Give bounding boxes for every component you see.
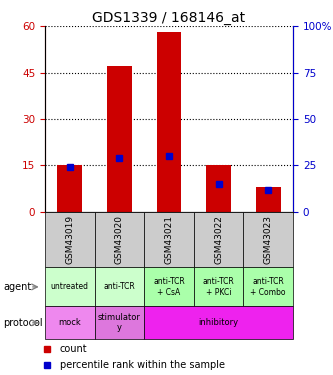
Text: stimulator
y: stimulator y bbox=[98, 313, 141, 333]
Text: inhibitory: inhibitory bbox=[198, 318, 239, 327]
Text: anti-TCR
+ CsA: anti-TCR + CsA bbox=[153, 277, 185, 297]
Bar bbox=[144, 212, 194, 267]
Bar bbox=[256, 187, 281, 212]
Bar bbox=[107, 66, 132, 212]
Text: GSM43023: GSM43023 bbox=[264, 215, 273, 264]
Bar bbox=[144, 267, 194, 306]
Text: GSM43020: GSM43020 bbox=[115, 215, 124, 264]
Bar bbox=[45, 306, 95, 339]
Bar bbox=[45, 267, 95, 306]
Text: anti-TCR: anti-TCR bbox=[104, 282, 135, 291]
Bar bbox=[95, 306, 144, 339]
Title: GDS1339 / 168146_at: GDS1339 / 168146_at bbox=[93, 11, 245, 25]
Text: anti-TCR
+ PKCi: anti-TCR + PKCi bbox=[203, 277, 234, 297]
Bar bbox=[57, 165, 82, 212]
Text: count: count bbox=[60, 344, 88, 354]
Bar bbox=[194, 267, 243, 306]
Text: untreated: untreated bbox=[51, 282, 89, 291]
Bar bbox=[144, 306, 293, 339]
Bar bbox=[45, 212, 95, 267]
Text: GSM43019: GSM43019 bbox=[65, 215, 74, 264]
Bar bbox=[243, 212, 293, 267]
Text: anti-TCR
+ Combo: anti-TCR + Combo bbox=[250, 277, 286, 297]
Bar bbox=[243, 267, 293, 306]
Text: agent: agent bbox=[3, 282, 32, 292]
Text: percentile rank within the sample: percentile rank within the sample bbox=[60, 360, 225, 370]
Bar bbox=[95, 212, 144, 267]
Text: mock: mock bbox=[58, 318, 81, 327]
Bar bbox=[95, 267, 144, 306]
Bar bbox=[206, 165, 231, 212]
Text: GSM43022: GSM43022 bbox=[214, 215, 223, 264]
Bar bbox=[194, 212, 243, 267]
Text: protocol: protocol bbox=[3, 318, 43, 328]
Bar bbox=[157, 33, 181, 212]
Text: GSM43021: GSM43021 bbox=[165, 215, 173, 264]
